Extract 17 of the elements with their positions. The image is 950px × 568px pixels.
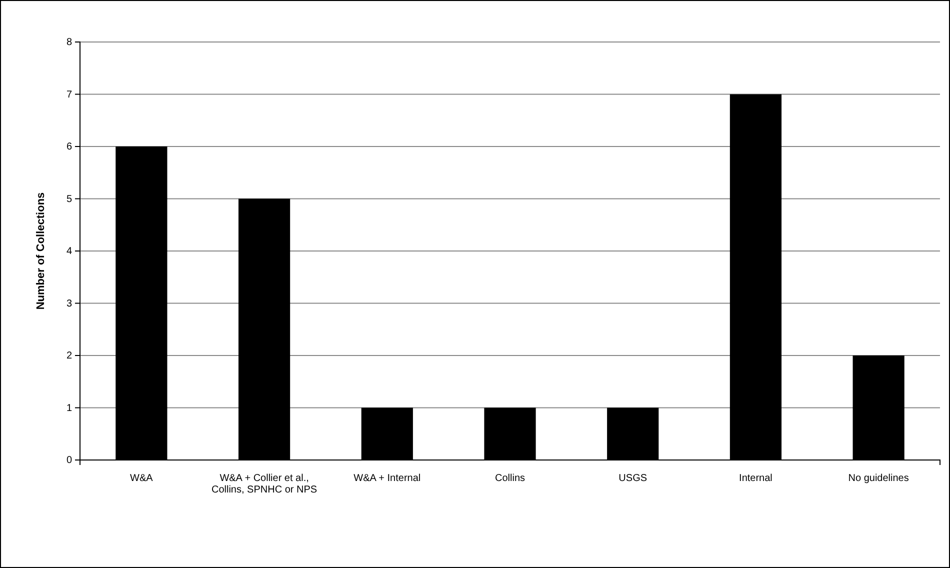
y-tick-label: 5 bbox=[66, 194, 72, 205]
y-tick-label: 8 bbox=[66, 37, 72, 48]
y-tick-label: 4 bbox=[66, 246, 72, 258]
y-tick-label: 1 bbox=[66, 402, 72, 414]
x-tick-label: Internal bbox=[739, 473, 772, 484]
x-tick-label: W&A + Internal bbox=[354, 473, 421, 484]
x-tick-label: USGS bbox=[618, 473, 648, 484]
y-axis-title: Number of Collections bbox=[35, 192, 47, 310]
x-tick-label: Collins bbox=[494, 473, 526, 484]
y-tick-label: 6 bbox=[66, 142, 72, 153]
x-tick-label: W&A bbox=[130, 473, 154, 484]
y-tick-label: 0 bbox=[66, 455, 72, 466]
y-tick-label: 3 bbox=[66, 298, 72, 310]
x-tick-label: W&A + Collier et al., Collins, SPNHC or NPS bbox=[211, 473, 318, 496]
y-tick-label: 7 bbox=[66, 89, 72, 100]
y-tick-label: 2 bbox=[66, 350, 72, 362]
x-tick-label: No guidelines bbox=[848, 473, 909, 484]
